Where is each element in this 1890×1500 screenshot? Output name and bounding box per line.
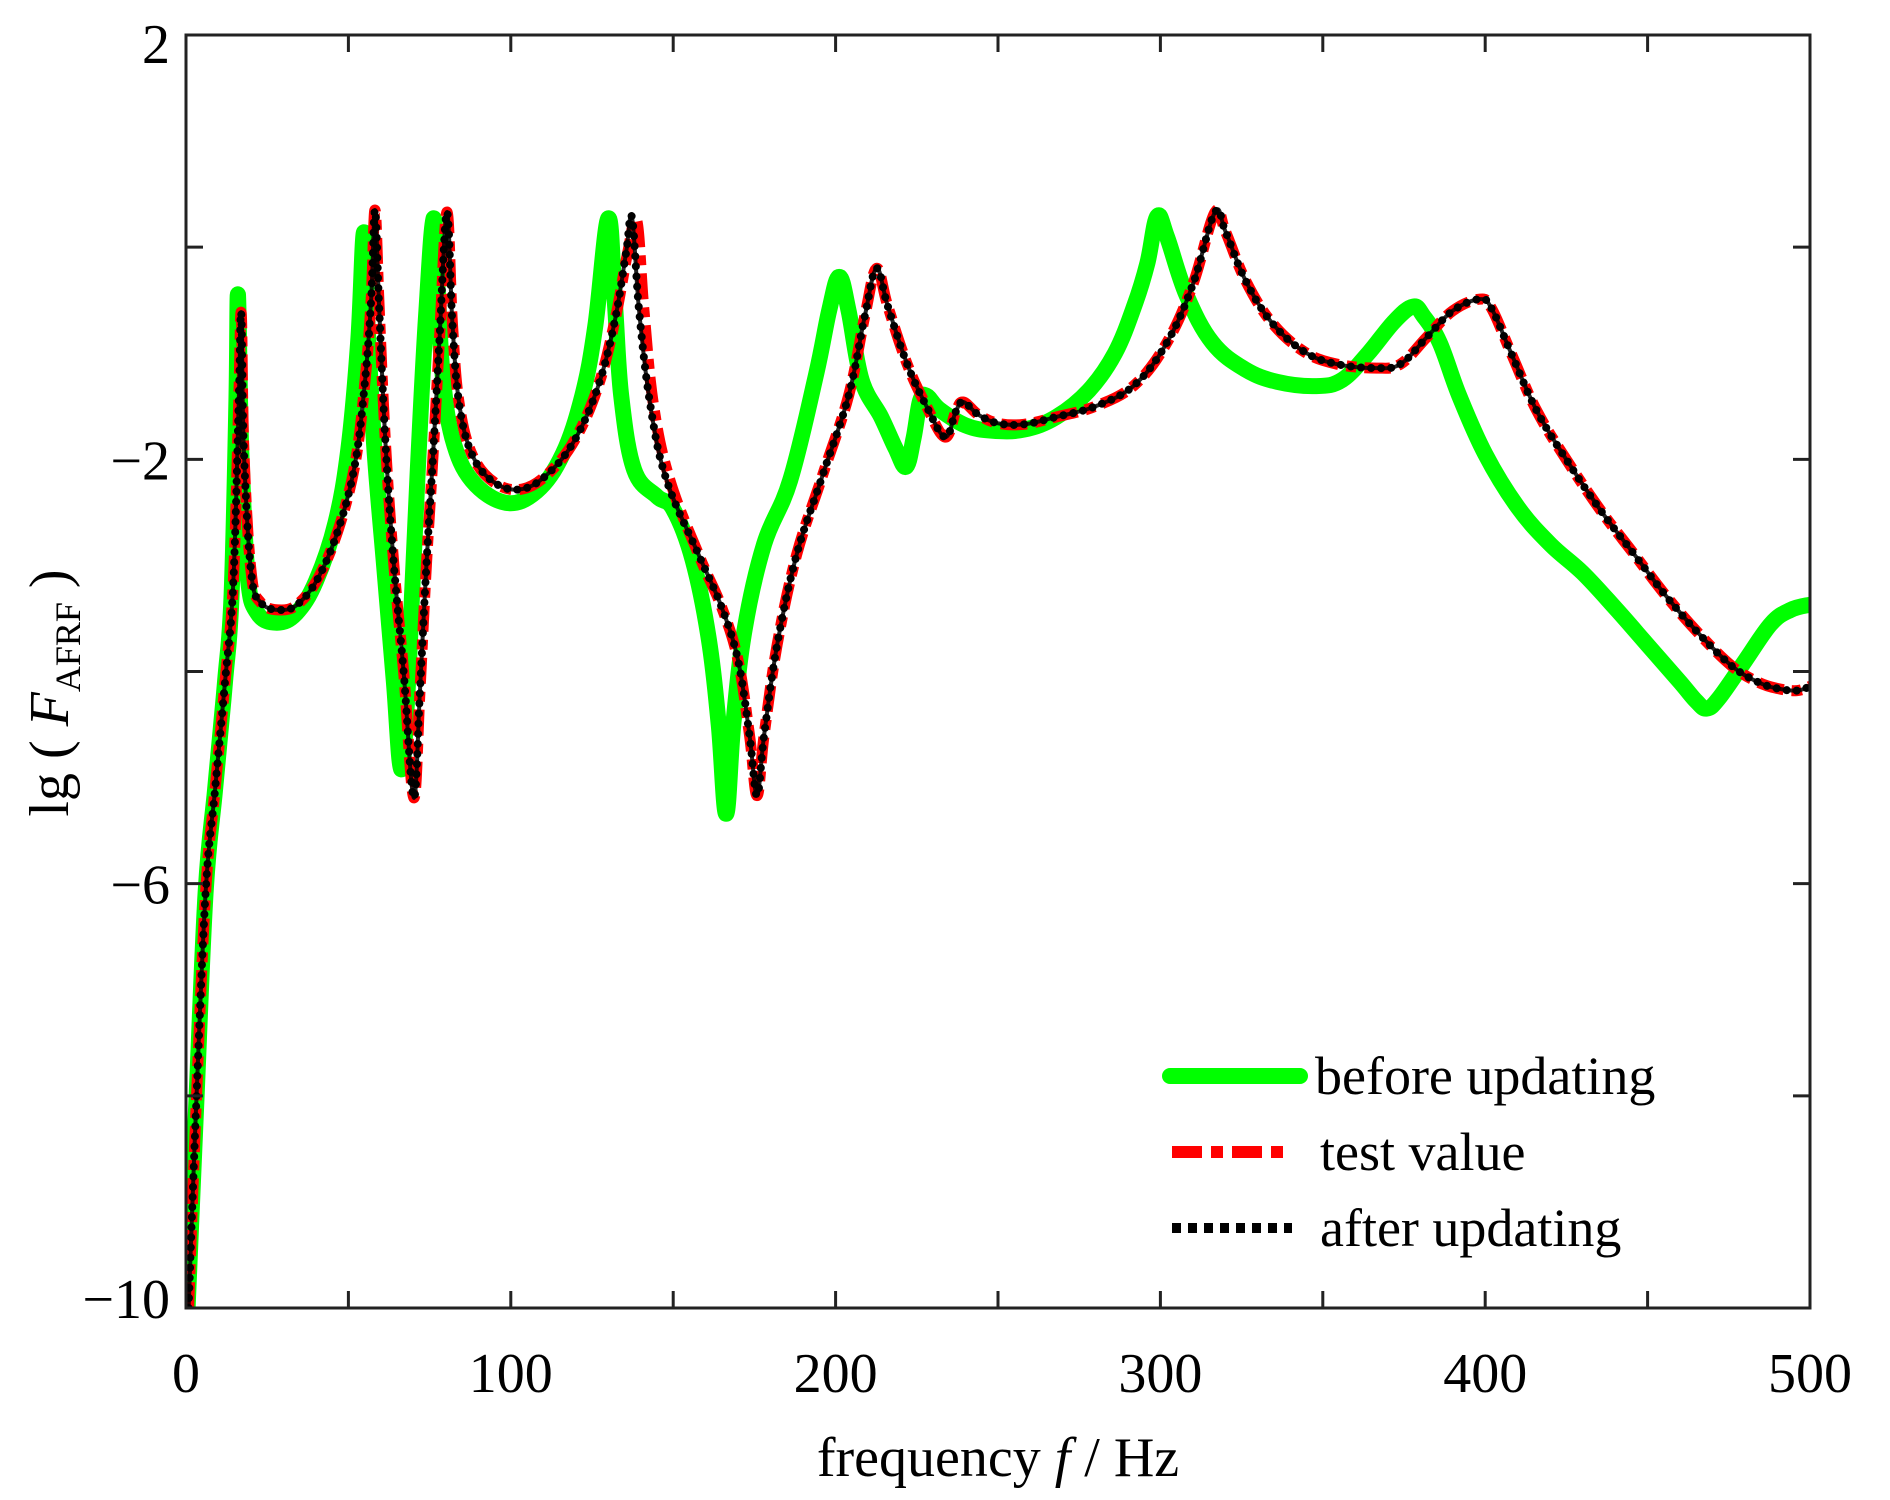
series-layer [186,203,1810,1308]
y-axis-label: lg ( FAFRF ) [19,569,88,816]
y-tick-label: −10 [82,1269,170,1331]
x-tick-label: 100 [469,1343,553,1405]
legend: before updating test value after updatin… [1162,1046,1655,1258]
legend-item-after-updating: after updating [1172,1198,1621,1258]
plot-frame [184,33,1812,1310]
legend-item-test-value: test value [1172,1122,1525,1182]
tick-labels: 0 100 200 300 400 500 −10 −6 −2 2 [82,14,1852,1405]
legend-label-test-value: test value [1320,1122,1525,1182]
y-tick-label: −2 [110,430,170,492]
x-axis-label: frequency f / Hz [817,1427,1179,1489]
series-line-test-value [186,203,1810,1308]
x-tick-label: 0 [172,1343,200,1405]
x-axis-label-prefix: frequency [817,1427,1055,1489]
y-axis-label-suffix: ) [19,569,81,602]
y-axis-label-symbol: F [19,691,81,727]
legend-item-before-updating: before updating [1162,1046,1655,1106]
series-line-after-updating [186,205,1810,1308]
y-axis-label-prefix: lg ( [19,726,81,816]
series-core-after-updating [186,207,1810,1308]
x-tick-label: 200 [794,1343,878,1405]
y-tick-label: −6 [110,855,170,917]
y-axis-label-subscript: AFRF [48,602,88,692]
x-axis-label-suffix: / Hz [1070,1427,1179,1489]
x-tick-label: 300 [1118,1343,1202,1405]
x-tick-label: 400 [1443,1343,1527,1405]
x-tick-label: 500 [1768,1343,1852,1405]
series-line-before-updating [186,207,1810,1308]
y-tick-label: 2 [142,14,170,76]
axis-ticks [186,35,1810,1308]
legend-label-before-updating: before updating [1315,1046,1655,1106]
legend-label-after-updating: after updating [1320,1198,1621,1258]
